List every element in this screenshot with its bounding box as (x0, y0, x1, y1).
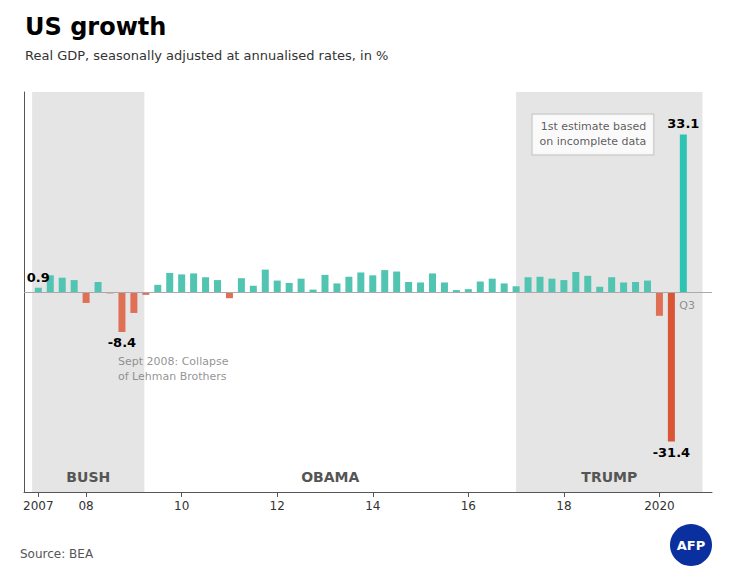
svg-text:1st estimate based: 1st estimate based (541, 120, 647, 133)
svg-text:BUSH: BUSH (66, 469, 110, 485)
svg-text:10: 10 (174, 499, 189, 513)
svg-text:Sept 2008: Collapse: Sept 2008: Collapse (118, 355, 229, 368)
svg-text:14: 14 (365, 499, 380, 513)
svg-text:Q3: Q3 (679, 299, 695, 312)
svg-text:08: 08 (78, 499, 93, 513)
svg-text:OBAMA: OBAMA (301, 469, 359, 485)
svg-text:Real GDP, seasonally adjusted: Real GDP, seasonally adjusted at annuali… (25, 48, 388, 63)
svg-text:-8.4: -8.4 (108, 335, 136, 350)
svg-text:2020: 2020 (644, 499, 675, 513)
svg-text:on incomplete data: on incomplete data (539, 135, 646, 148)
svg-text:12: 12 (270, 499, 285, 513)
svg-text:18: 18 (556, 499, 571, 513)
svg-text:AFP: AFP (677, 538, 705, 553)
svg-text:16: 16 (461, 499, 476, 513)
svg-text:Source: BEA: Source: BEA (20, 547, 94, 561)
svg-text:2007: 2007 (23, 499, 54, 513)
svg-text:33.1: 33.1 (667, 116, 699, 131)
svg-text:of Lehman Brothers: of Lehman Brothers (118, 370, 227, 383)
svg-text:US growth: US growth (25, 13, 166, 41)
svg-text:-31.4: -31.4 (653, 445, 690, 460)
svg-text:0.9: 0.9 (27, 270, 50, 285)
svg-text:TRUMP: TRUMP (581, 469, 637, 485)
